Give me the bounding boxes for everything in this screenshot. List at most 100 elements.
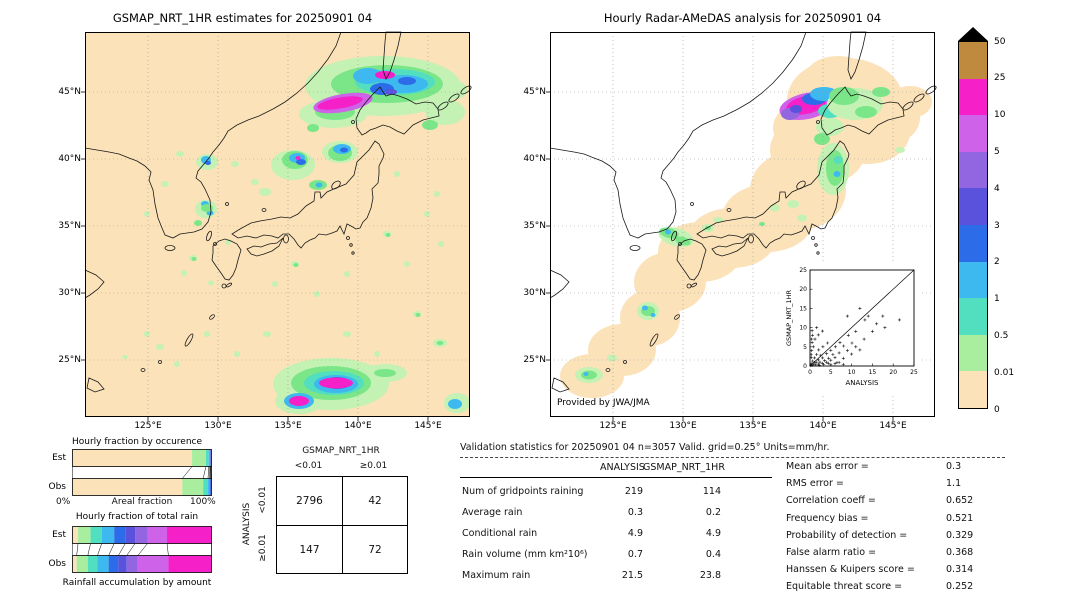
- lon-tick-label: 140°E: [809, 421, 837, 431]
- occurrence-est-label: Est: [52, 453, 66, 463]
- fraction-bar-segment: [90, 526, 102, 544]
- colorbar-band: [959, 188, 987, 225]
- lon-tick-label: 135°E: [274, 421, 302, 431]
- colorbar-band: [959, 42, 987, 79]
- skill-score-row: False alarm ratio = 0.368: [786, 547, 974, 559]
- svg-text:0: 0: [803, 363, 807, 370]
- contingency-cell: 42: [342, 477, 407, 525]
- fraction-bar-segment: [167, 526, 212, 544]
- fraction-bar-segment: [205, 449, 209, 467]
- svg-text:5: 5: [829, 369, 833, 376]
- lon-tick-label: 140°E: [344, 421, 372, 431]
- scatter-inset: 0 0 5 5 10 10 15 15 20 20 25 25 ANALYSIS GSMAP_NRT_1H…: [782, 263, 920, 394]
- colorbar-tick-label: 0.01: [994, 367, 1015, 378]
- fraction-bar-segment: [209, 478, 211, 496]
- colorbar-tick-label: 3: [994, 220, 1000, 231]
- colorbar-tick-label: 10: [994, 110, 1006, 121]
- validation-stat-row: Average rain 0.3 0.2: [462, 507, 721, 518]
- left-map-canvas: [81, 31, 472, 421]
- validation-title: Validation statistics for 20250901 04 n=…: [460, 442, 830, 453]
- svg-text:20: 20: [889, 369, 897, 376]
- lat-tick-label: 40°N: [523, 154, 546, 164]
- svg-text:0: 0: [808, 369, 812, 376]
- skill-scores: Mean abs error = 0.3 RMS error = 1.1 Correla…: [786, 458, 973, 596]
- axis-ticks: [546, 91, 894, 421]
- skill-score-row: Frequency bias = 0.521: [786, 512, 974, 524]
- svg-text:10: 10: [848, 369, 856, 376]
- occurrence-axis-100: 100%: [190, 497, 216, 507]
- fraction-bar-segment: [208, 449, 210, 467]
- skill-score-row: RMS error = 1.1: [786, 478, 962, 490]
- inset-ylabel: GSMAP_NRT_1HR: [785, 289, 793, 346]
- lat-tick-label: 30°N: [523, 288, 546, 298]
- lon-tick-label: 135°E: [739, 421, 767, 431]
- precipitation-blobs: [575, 87, 905, 383]
- colorbar-tick-label: 4: [994, 183, 1000, 194]
- lon-tick-label: 130°E: [204, 421, 232, 431]
- solid-divider: [460, 477, 772, 478]
- contingency-col-header: ≥0.01: [359, 461, 388, 471]
- dashed-divider: [460, 457, 1005, 458]
- colorbar-band: [959, 261, 987, 299]
- precipitation-blobs: [122, 56, 470, 414]
- fraction-bar-segment: [87, 555, 98, 573]
- validation-stat-row: Conditional rain 4.9 4.9: [462, 528, 721, 539]
- fraction-bar-segment: [114, 526, 126, 544]
- fraction-bar-segment: [208, 478, 210, 496]
- map-frame: [85, 32, 470, 417]
- colorbar-tick-label: 0: [994, 404, 1000, 415]
- validation-table: Num of gridpoints raining 219 114 Average r…: [462, 481, 721, 586]
- scatter-points: [809, 306, 901, 368]
- occurrence-obs-label: Obs: [48, 482, 67, 492]
- colorbar-tick-label: 2: [994, 257, 1000, 268]
- contingency-col-headers: <0.01 ≥0.01: [276, 461, 406, 471]
- colorbar-over-triangle-icon: [958, 27, 988, 41]
- svg-text:25: 25: [799, 267, 807, 274]
- contingency-cell: 2796: [296, 495, 323, 507]
- skill-score-row: Hanssen & Kuipers score = 0.314: [786, 564, 974, 576]
- fraction-bar-segment: [147, 526, 168, 544]
- one-to-one-line: [809, 269, 915, 367]
- colorbar: 50 25 10 5 4 3 2 1 0.5 0.01 0: [958, 27, 1014, 415]
- totalrain-est-label: Est: [52, 530, 66, 540]
- contingency-col-group-label: GSMAP_NRT_1HR: [302, 446, 380, 456]
- totalrain-xlabel: Rainfall accumulation by amount: [62, 578, 212, 588]
- colorbar-tick-label: 5: [994, 146, 1000, 157]
- colorbar-tick-label: 0.5: [994, 330, 1009, 341]
- fraction-bar-segment: [125, 526, 136, 544]
- coastlines: [549, 31, 937, 393]
- svg-text:25: 25: [910, 369, 918, 376]
- validation-col-headers: ANALYSIS GSMAP_NRT_1HR: [462, 462, 725, 473]
- scatter-inset-canvas: 00 5 5 10 10 15 15 20 20 25 25 ANALYSIS GSMAP_NRT_1H…: [785, 267, 918, 387]
- svg-text:20: 20: [799, 286, 807, 293]
- provider-credit: Provided by JWA/JMA: [557, 398, 650, 408]
- occurrence-axis-0: 0%: [56, 497, 71, 507]
- lon-tick-label: 125°E: [599, 421, 627, 431]
- lon-tick-label: 125°E: [134, 421, 162, 431]
- left-map-title: GSMAP_NRT_1HR estimates for 20250901 04: [112, 11, 373, 25]
- colorbar-band: [959, 334, 987, 372]
- svg-text:15: 15: [799, 305, 807, 312]
- fraction-bar-segment: [168, 555, 212, 573]
- svg-text:10: 10: [799, 325, 807, 332]
- coastlines: [84, 31, 472, 393]
- map-frame: [550, 32, 935, 417]
- lon-tick-label: 145°E: [879, 421, 907, 431]
- validation-col-header: GSMAP_NRT_1HR: [643, 462, 725, 473]
- gsmap-estimate-map: GSMAP_NRT_1HR estimates for 20250901 04: [58, 11, 472, 431]
- axis-ticks: [81, 91, 429, 421]
- grid-lines: [85, 32, 470, 417]
- fraction-bar-segment: [203, 478, 209, 496]
- colorbar-band: [959, 151, 987, 189]
- colorbar-band: [959, 115, 987, 152]
- contingency-row-header: ≥0.01: [258, 534, 268, 562]
- fraction-bar-segment: [182, 478, 204, 496]
- colorbar-band: [959, 224, 987, 262]
- lat-tick-label: 40°N: [58, 154, 81, 164]
- contingency-table: 2796 42 147 72: [276, 476, 408, 574]
- svg-text:5: 5: [803, 344, 807, 351]
- fraction-bar-segment: [209, 449, 211, 467]
- totalrain-obs-label: Obs: [48, 559, 67, 569]
- fraction-bar-segment: [118, 555, 127, 573]
